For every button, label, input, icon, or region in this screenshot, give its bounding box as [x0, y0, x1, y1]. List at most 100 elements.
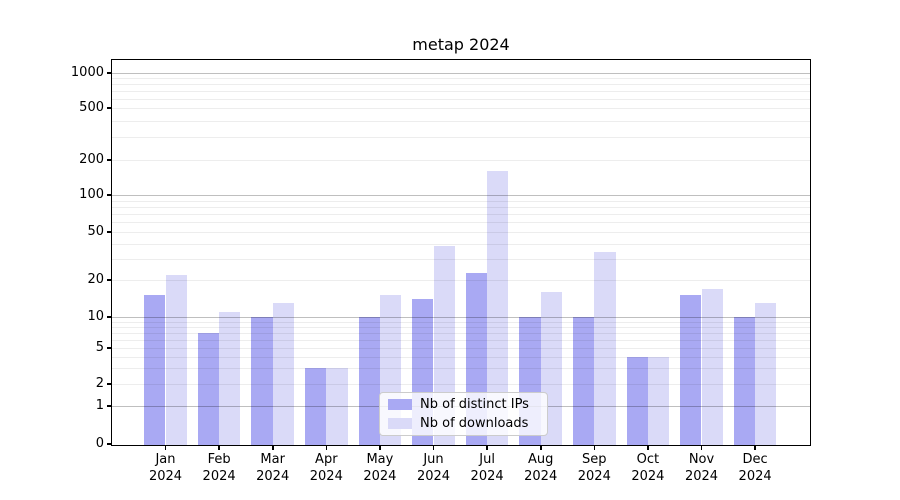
gridline-100: [112, 195, 810, 196]
x-tick-mark-aug: [540, 445, 542, 450]
y-tick-label-50: 50: [87, 224, 104, 239]
legend: Nb of distinct IPs Nb of downloads: [379, 392, 548, 436]
x-tick-mark-jan: [164, 445, 167, 450]
y-tick-label-5: 5: [95, 340, 104, 355]
x-tick-mark-may: [379, 445, 381, 450]
y-tick-mark-1: [107, 405, 112, 407]
y-tick-mark-2: [107, 383, 112, 385]
bar-nb-of-downloads-nov-2024: [701, 288, 723, 445]
gridline-10: [112, 317, 810, 318]
bar-nb-of-distinct-ips-mar-2024: [251, 317, 273, 445]
y-tick-label-200: 200: [79, 152, 104, 167]
legend-item-distinct-ips: Nb of distinct IPs: [388, 397, 539, 413]
legend-item-downloads: Nb of downloads: [388, 416, 539, 432]
y-tick-label-1: 1: [95, 398, 104, 413]
legend-label-downloads: Nb of downloads: [420, 416, 529, 431]
x-tick-mark-oct: [647, 445, 649, 450]
bar-nb-of-distinct-ips-apr-2024: [304, 368, 327, 445]
gridline-40: [112, 243, 810, 245]
bar-nb-of-distinct-ips-jan-2024: [144, 295, 166, 445]
y-tick-label-100: 100: [79, 187, 104, 202]
y-tick-mark-10: [107, 316, 112, 318]
x-tick-label-mar: Mar 2024: [256, 452, 290, 484]
gridline-1000: [112, 73, 810, 74]
gridline-300: [112, 137, 810, 138]
bar-nb-of-distinct-ips-nov-2024: [680, 295, 702, 445]
x-tick-label-dec: Dec 2024: [738, 452, 772, 484]
gridline-4: [112, 356, 810, 358]
bar-nb-of-downloads-apr-2024: [326, 368, 348, 445]
chart-title: metap 2024: [412, 35, 510, 54]
x-tick-mark-feb: [218, 445, 220, 450]
x-tick-mark-sep: [593, 445, 596, 450]
y-tick-mark-50: [107, 231, 112, 233]
bar-nb-of-downloads-sep-2024: [594, 252, 616, 445]
y-tick-mark-1000: [107, 72, 112, 74]
gridline-50: [112, 232, 810, 233]
bar-nb-of-distinct-ips-feb-2024: [197, 333, 220, 445]
x-tick-label-may: May 2024: [363, 452, 397, 484]
x-tick-mark-apr: [325, 445, 328, 450]
gridline-600: [112, 98, 810, 100]
gridline-7: [112, 333, 810, 334]
y-tick-label-2: 2: [95, 376, 104, 391]
gridline-30: [112, 258, 810, 260]
y-tick-mark-20: [107, 279, 112, 281]
gridline-400: [112, 120, 810, 122]
x-tick-mark-jun: [432, 445, 435, 450]
x-tick-label-sep: Sep 2024: [577, 452, 611, 484]
gridline-9: [112, 321, 810, 323]
y-tick-mark-5: [107, 347, 112, 349]
x-tick-label-aug: Aug 2024: [524, 452, 558, 484]
x-tick-mark-dec: [754, 445, 756, 450]
x-tick-mark-mar: [272, 445, 274, 450]
gridline-800: [112, 84, 810, 86]
gridline-20: [112, 280, 810, 281]
y-tick-label-0: 0: [95, 436, 104, 451]
bar-nb-of-downloads-feb-2024: [219, 311, 241, 445]
legend-swatch-downloads: [388, 418, 412, 429]
gridline-500: [112, 108, 810, 109]
x-tick-label-jun: Jun 2024: [416, 452, 451, 484]
x-tick-label-feb: Feb 2024: [202, 452, 236, 484]
x-tick-mark-nov: [700, 445, 703, 450]
x-tick-label-nov: Nov 2024: [684, 452, 719, 484]
gridline-90: [112, 200, 810, 202]
bar-nb-of-distinct-ips-dec-2024: [733, 317, 756, 445]
gridline-200: [112, 160, 810, 161]
x-tick-label-oct: Oct 2024: [631, 452, 665, 484]
y-tick-mark-100: [107, 194, 112, 196]
y-tick-label-10: 10: [87, 309, 104, 324]
bar-nb-of-distinct-ips-sep-2024: [572, 317, 595, 445]
x-tick-label-apr: Apr 2024: [309, 452, 343, 484]
x-tick-label-jul: Jul 2024: [470, 452, 504, 484]
bar-nb-of-downloads-jan-2024: [165, 275, 187, 445]
gridline-5: [112, 348, 810, 349]
plot-area: [111, 59, 811, 446]
bar-nb-of-downloads-dec-2024: [755, 303, 777, 445]
y-tick-label-20: 20: [87, 272, 104, 287]
bar-nb-of-distinct-ips-oct-2024: [626, 356, 648, 445]
bar-nb-of-distinct-ips-may-2024: [358, 317, 380, 445]
gridline-6: [112, 339, 810, 341]
y-tick-label-500: 500: [79, 100, 104, 115]
gridline-8: [112, 327, 810, 328]
gridline-80: [112, 206, 810, 208]
x-tick-mark-jul: [486, 445, 488, 450]
gridline-70: [112, 214, 810, 215]
gridline-900: [112, 78, 810, 80]
gridline-3: [112, 368, 810, 370]
grid-layer: [112, 60, 810, 445]
gridline-700: [112, 91, 810, 92]
y-tick-label-1000: 1000: [70, 65, 104, 80]
x-tick-label-jan: Jan 2024: [148, 452, 183, 484]
y-tick-mark-500: [107, 107, 112, 109]
y-tick-mark-0: [107, 443, 112, 445]
legend-swatch-distinct-ips: [388, 399, 412, 410]
y-tick-mark-200: [107, 159, 112, 161]
legend-label-distinct-ips: Nb of distinct IPs: [420, 397, 529, 412]
bar-nb-of-downloads-mar-2024: [272, 303, 295, 445]
gridline-60: [112, 222, 810, 224]
bar-nb-of-downloads-oct-2024: [647, 356, 670, 445]
